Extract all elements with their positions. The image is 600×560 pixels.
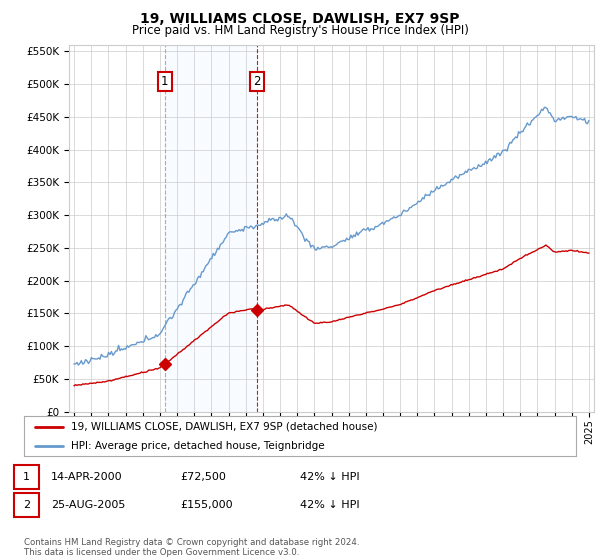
Text: 2: 2	[253, 75, 260, 88]
Text: 19, WILLIAMS CLOSE, DAWLISH, EX7 9SP: 19, WILLIAMS CLOSE, DAWLISH, EX7 9SP	[140, 12, 460, 26]
Text: Price paid vs. HM Land Registry's House Price Index (HPI): Price paid vs. HM Land Registry's House …	[131, 24, 469, 36]
Text: Contains HM Land Registry data © Crown copyright and database right 2024.
This d: Contains HM Land Registry data © Crown c…	[24, 538, 359, 557]
Text: £155,000: £155,000	[180, 500, 233, 510]
Text: 2: 2	[23, 500, 30, 510]
Text: 14-APR-2000: 14-APR-2000	[51, 472, 122, 482]
Text: 19, WILLIAMS CLOSE, DAWLISH, EX7 9SP (detached house): 19, WILLIAMS CLOSE, DAWLISH, EX7 9SP (de…	[71, 422, 377, 432]
Bar	[165, 45, 257, 412]
Text: HPI: Average price, detached house, Teignbridge: HPI: Average price, detached house, Teig…	[71, 441, 325, 451]
Text: 25-AUG-2005: 25-AUG-2005	[51, 500, 125, 510]
Text: £72,500: £72,500	[180, 472, 226, 482]
Text: 1: 1	[23, 472, 30, 482]
Text: 42% ↓ HPI: 42% ↓ HPI	[300, 500, 359, 510]
Text: 42% ↓ HPI: 42% ↓ HPI	[300, 472, 359, 482]
Text: 1: 1	[161, 75, 169, 88]
